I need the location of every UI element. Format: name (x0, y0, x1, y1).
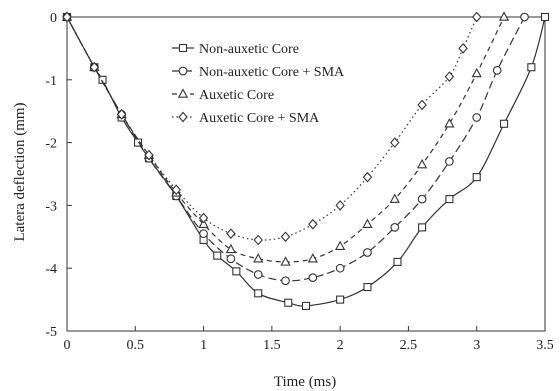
diamond-marker (362, 171, 373, 183)
y-tick-label: -4 (45, 262, 57, 277)
x-tick-label: 3 (473, 338, 480, 353)
series-1 (62, 12, 550, 310)
x-tick-label: 2 (337, 338, 344, 353)
diamond-marker (171, 184, 181, 196)
y-tick-label: -1 (45, 74, 57, 89)
square-marker (499, 119, 509, 128)
square-marker (527, 63, 536, 72)
square-marker (363, 282, 372, 292)
square-marker (178, 43, 188, 53)
y-tick-label: -3 (45, 199, 57, 214)
circle-marker (520, 12, 529, 22)
x-axis-title: Time (ms) (274, 374, 336, 390)
square-marker (254, 289, 263, 298)
triangle-marker (444, 118, 455, 128)
square-marker (133, 138, 143, 147)
square-marker (213, 251, 222, 260)
legend-item: Auxetic Core + SMA (172, 111, 320, 126)
triangle-marker (225, 243, 237, 254)
triangle-marker (335, 240, 346, 250)
legend-item: Non-auxetic Core (172, 42, 299, 57)
legend-label: Non-auxetic Core (199, 42, 299, 57)
triangle-marker (280, 256, 291, 266)
square-marker (445, 195, 454, 204)
series-layer (61, 11, 550, 310)
square-marker (301, 301, 311, 310)
circle-marker (472, 113, 482, 122)
legend-label: Auxetic Core + SMA (199, 111, 320, 126)
square-marker (393, 257, 402, 266)
diamond-marker (226, 228, 236, 239)
diamond-marker (335, 200, 345, 211)
diamond-marker (280, 231, 291, 243)
legend-label: Auxetic Core (199, 88, 274, 103)
diamond-marker (253, 234, 263, 246)
circle-marker (178, 66, 188, 76)
square-marker (98, 75, 107, 84)
triangle-marker (307, 253, 318, 263)
circle-marker (390, 223, 400, 232)
circle-marker (199, 229, 208, 239)
diamond-marker (144, 149, 154, 161)
triangle-marker (198, 218, 209, 228)
legend-item: Non-auxetic Core + SMA (172, 65, 345, 80)
y-tick-label: -5 (45, 325, 57, 340)
diamond-marker (390, 137, 400, 148)
square-marker (540, 12, 550, 22)
circle-marker (363, 248, 372, 257)
x-tick-label: 1 (200, 338, 207, 353)
circle-marker (492, 66, 502, 75)
y-axis-title: Latera deflection (mm) (12, 102, 28, 241)
y-tick-label: 0 (50, 11, 57, 26)
diamond-marker (444, 71, 455, 82)
circle-marker (308, 273, 318, 282)
x-tick-label: 3.5 (536, 338, 554, 353)
circle-marker (226, 254, 236, 264)
square-marker (336, 295, 345, 304)
triangle-marker (416, 158, 428, 169)
square-marker (418, 223, 427, 232)
diamond-marker (62, 11, 72, 23)
diamond-marker (458, 43, 468, 54)
x-tick-label: 1.5 (263, 338, 281, 353)
circle-marker (335, 263, 345, 273)
legend-item: Auxetic Core (172, 88, 274, 103)
y-axis: 0 -1 -2 -3 -4 -5 (45, 11, 72, 340)
triangle-marker (498, 11, 510, 21)
triangle-marker (253, 253, 264, 263)
legend: Non-auxetic Core Non-auxetic Core + SMA Au… (172, 42, 345, 126)
series-4 (62, 11, 482, 246)
diamond-marker (198, 212, 209, 224)
circle-marker (253, 270, 263, 279)
circle-marker (281, 276, 290, 286)
triangle-marker (471, 67, 482, 78)
series-line (66, 16, 546, 307)
circle-marker (417, 194, 427, 204)
x-tick-label: 2.5 (400, 338, 418, 353)
plot-border (66, 16, 546, 332)
triangle-marker (177, 88, 189, 98)
triangle-marker (389, 193, 400, 203)
legend-label: Non-auxetic Core + SMA (199, 65, 345, 80)
diamond-marker (89, 61, 100, 73)
square-marker (472, 173, 481, 182)
triangle-marker (362, 218, 373, 228)
diamond-marker (471, 11, 482, 23)
x-tick-label: 0 (64, 338, 71, 353)
plot-area (66, 16, 546, 332)
diamond-marker (308, 218, 318, 230)
series-line (66, 16, 478, 241)
diamond-marker (417, 99, 427, 111)
diamond-marker (116, 109, 127, 120)
x-tick-label: 0.5 (127, 338, 145, 353)
square-marker (284, 298, 293, 307)
circle-marker (445, 157, 454, 166)
square-marker (232, 267, 241, 276)
diamond-marker (178, 111, 188, 123)
y-tick-label: -2 (45, 137, 57, 152)
x-axis: 0 0.5 1 1.5 2 2.5 3 3.5 (64, 326, 554, 353)
